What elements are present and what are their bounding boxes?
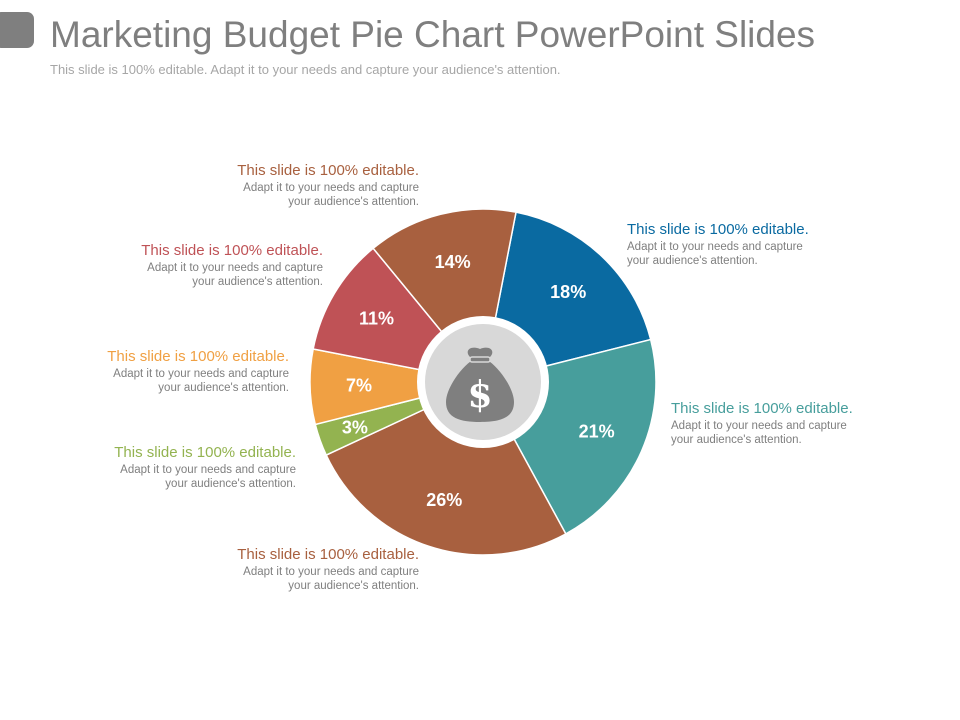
callout-3-body: Adapt it to your needs and capture your a… xyxy=(119,565,419,593)
slide-subtitle: This slide is 100% editable. Adapt it to… xyxy=(50,62,561,77)
callout-7-line2: your audience's attention. xyxy=(288,196,419,208)
callout-4: This slide is 100% editable. Adapt it to… xyxy=(0,444,296,491)
svg-text:$: $ xyxy=(467,374,492,416)
callout-6-line2: your audience's attention. xyxy=(192,276,323,288)
callout-1-line2: your audience's attention. xyxy=(627,255,758,267)
callout-4-line2: your audience's attention. xyxy=(165,478,296,490)
callout-1: This slide is 100% editable. Adapt it to… xyxy=(627,221,927,268)
pie-slice-label-4: 3% xyxy=(342,418,368,438)
callout-4-line1: Adapt it to your needs and capture xyxy=(120,464,296,476)
callout-7-line1: Adapt it to your needs and capture xyxy=(243,182,419,194)
pie-slice-label-6: 11% xyxy=(359,309,394,329)
callout-7-body: Adapt it to your needs and capture your a… xyxy=(119,181,419,209)
callout-5-line2: your audience's attention. xyxy=(158,382,289,394)
pie-slice-label-3: 26% xyxy=(426,490,462,510)
callout-3-heading: This slide is 100% editable. xyxy=(237,546,419,563)
corner-tab-decoration xyxy=(0,12,34,48)
callout-6-body: Adapt it to your needs and capture your a… xyxy=(23,261,323,289)
callout-2: This slide is 100% editable. Adapt it to… xyxy=(671,400,960,447)
pie-slice-label-7: 14% xyxy=(435,252,471,272)
callout-6: This slide is 100% editable. Adapt it to… xyxy=(23,242,323,289)
callout-1-heading: This slide is 100% editable. xyxy=(627,221,809,238)
callout-5-heading: This slide is 100% editable. xyxy=(107,348,289,365)
pie-slice-label-2: 21% xyxy=(579,422,615,442)
callout-6-heading: This slide is 100% editable. xyxy=(141,242,323,259)
slide-title: Marketing Budget Pie Chart PowerPoint Sl… xyxy=(50,14,816,55)
callout-5-body: Adapt it to your needs and capture your a… xyxy=(0,367,289,395)
callout-6-line1: Adapt it to your needs and capture xyxy=(147,262,323,274)
callout-4-body: Adapt it to your needs and capture your a… xyxy=(0,463,296,491)
callout-2-line2: your audience's attention. xyxy=(671,434,802,446)
callout-7: This slide is 100% editable. Adapt it to… xyxy=(119,162,419,209)
callout-5: This slide is 100% editable. Adapt it to… xyxy=(0,348,289,395)
callout-2-heading: This slide is 100% editable. xyxy=(671,400,853,417)
callout-7-heading: This slide is 100% editable. xyxy=(237,162,419,179)
callout-2-line1: Adapt it to your needs and capture xyxy=(671,420,847,432)
pie-slice-label-1: 18% xyxy=(550,282,586,302)
callout-3-line2: your audience's attention. xyxy=(288,580,419,592)
callout-1-line1: Adapt it to your needs and capture xyxy=(627,241,803,253)
pie-slice-label-5: 7% xyxy=(346,376,372,396)
callout-5-line1: Adapt it to your needs and capture xyxy=(113,368,289,380)
callout-3-line1: Adapt it to your needs and capture xyxy=(243,566,419,578)
callout-2-body: Adapt it to your needs and capture your a… xyxy=(671,419,960,447)
callout-3: This slide is 100% editable. Adapt it to… xyxy=(119,546,419,593)
callout-4-heading: This slide is 100% editable. xyxy=(114,444,296,461)
callout-1-body: Adapt it to your needs and capture your a… xyxy=(627,240,927,268)
money-bag-dollar-icon: $ xyxy=(446,347,514,422)
